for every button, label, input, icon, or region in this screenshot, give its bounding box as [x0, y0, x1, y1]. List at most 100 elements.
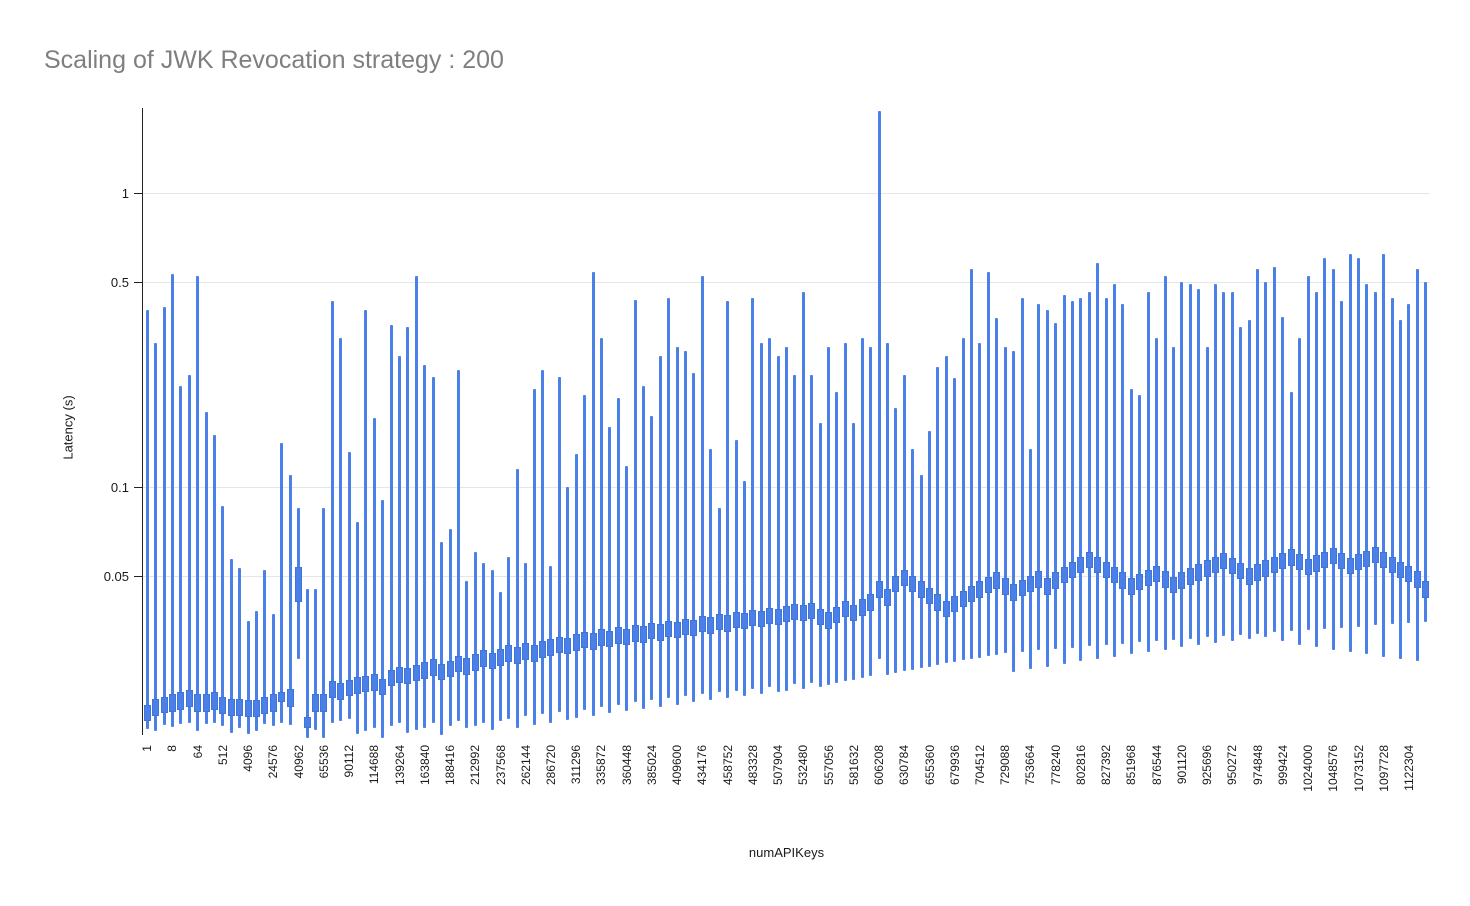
- candle-whisker[interactable]: [145, 309, 149, 730]
- candle-box[interactable]: [1144, 569, 1152, 587]
- candle-box[interactable]: [1380, 551, 1388, 569]
- candle-whisker[interactable]: [389, 324, 393, 726]
- candle-box[interactable]: [370, 674, 378, 691]
- candle-whisker[interactable]: [398, 356, 402, 724]
- candle-box[interactable]: [396, 666, 404, 684]
- candle-whisker[interactable]: [440, 542, 444, 736]
- candle-box[interactable]: [707, 617, 715, 634]
- candle-whisker[interactable]: [330, 300, 334, 724]
- candle-box[interactable]: [1371, 547, 1379, 564]
- candle-box[interactable]: [1405, 565, 1413, 583]
- candle-whisker[interactable]: [583, 395, 587, 710]
- candle-whisker[interactable]: [1138, 395, 1142, 643]
- candle-box[interactable]: [1329, 548, 1337, 565]
- candle-whisker[interactable]: [1331, 269, 1335, 650]
- candle-whisker[interactable]: [961, 338, 965, 661]
- candle-whisker[interactable]: [574, 453, 578, 718]
- candle-whisker[interactable]: [162, 306, 166, 726]
- candle-box[interactable]: [968, 585, 976, 603]
- candle-whisker[interactable]: [1357, 258, 1360, 627]
- candle-box[interactable]: [976, 581, 984, 598]
- candle-whisker[interactable]: [650, 415, 654, 701]
- candle-box[interactable]: [505, 645, 513, 662]
- candle-box[interactable]: [698, 616, 706, 633]
- candle-whisker[interactable]: [1113, 284, 1117, 657]
- candle-whisker[interactable]: [885, 342, 889, 675]
- candle-whisker[interactable]: [288, 474, 292, 726]
- candle-box[interactable]: [1043, 578, 1051, 595]
- candle-whisker[interactable]: [1129, 389, 1133, 655]
- candle-box[interactable]: [286, 688, 294, 707]
- candle-box[interactable]: [640, 626, 647, 643]
- candle-box[interactable]: [1422, 581, 1430, 598]
- candle-whisker[interactable]: [852, 423, 856, 680]
- candle-whisker[interactable]: [919, 474, 923, 669]
- candle-whisker[interactable]: [1399, 319, 1403, 659]
- candle-whisker[interactable]: [1247, 319, 1251, 639]
- candle-whisker[interactable]: [978, 342, 982, 658]
- candle-whisker[interactable]: [675, 346, 679, 705]
- candle-box[interactable]: [1026, 575, 1034, 592]
- candle-box[interactable]: [942, 600, 950, 618]
- candle-whisker[interactable]: [1415, 269, 1419, 662]
- candle-box[interactable]: [1279, 552, 1287, 570]
- candle-box[interactable]: [917, 581, 925, 598]
- candle-whisker[interactable]: [1096, 262, 1100, 659]
- candle-box[interactable]: [1186, 568, 1194, 585]
- candle-box[interactable]: [1178, 572, 1186, 589]
- candle-box[interactable]: [682, 618, 690, 635]
- candle-whisker[interactable]: [835, 392, 839, 684]
- candle-whisker[interactable]: [1020, 297, 1024, 652]
- candle-whisker[interactable]: [869, 346, 873, 677]
- candle-whisker[interactable]: [414, 276, 418, 731]
- candle-whisker[interactable]: [801, 292, 805, 689]
- candle-whisker[interactable]: [255, 610, 259, 731]
- candle-whisker[interactable]: [229, 558, 233, 733]
- candle-box[interactable]: [715, 613, 723, 631]
- candle-whisker[interactable]: [1239, 327, 1243, 635]
- candle-box[interactable]: [1010, 584, 1018, 601]
- candle-box[interactable]: [202, 694, 210, 712]
- candle-whisker[interactable]: [515, 469, 519, 728]
- candle-whisker[interactable]: [1163, 276, 1167, 650]
- candle-whisker[interactable]: [339, 338, 343, 721]
- candle-box[interactable]: [480, 650, 488, 668]
- candle-whisker[interactable]: [1104, 297, 1108, 646]
- candle-box[interactable]: [766, 607, 774, 624]
- candle-box[interactable]: [1413, 571, 1421, 588]
- candle-box[interactable]: [1111, 567, 1119, 584]
- candle-box[interactable]: [1136, 573, 1144, 591]
- candle-box[interactable]: [454, 656, 462, 673]
- candle-whisker[interactable]: [154, 342, 158, 731]
- candle-box[interactable]: [724, 615, 732, 632]
- candle-box[interactable]: [564, 637, 572, 655]
- candle-whisker[interactable]: [1037, 303, 1041, 651]
- candle-whisker[interactable]: [810, 375, 814, 683]
- candle-whisker[interactable]: [742, 480, 746, 697]
- candle-box[interactable]: [1119, 572, 1127, 589]
- candle-whisker[interactable]: [911, 448, 915, 670]
- candle-whisker[interactable]: [1230, 292, 1234, 641]
- candle-whisker[interactable]: [423, 364, 427, 728]
- candle-whisker[interactable]: [928, 431, 931, 667]
- candle-whisker[interactable]: [1045, 309, 1049, 667]
- candle-whisker[interactable]: [1281, 316, 1285, 641]
- candle-box[interactable]: [1069, 561, 1076, 579]
- candle-box[interactable]: [833, 606, 841, 623]
- candle-box[interactable]: [328, 681, 336, 699]
- candle-box[interactable]: [1296, 554, 1304, 571]
- candle-box[interactable]: [690, 619, 698, 637]
- candle-box[interactable]: [1228, 557, 1236, 575]
- candle-box[interactable]: [185, 689, 193, 707]
- candle-whisker[interactable]: [995, 318, 999, 655]
- candle-whisker[interactable]: [616, 398, 620, 706]
- candle-box[interactable]: [1321, 551, 1329, 569]
- candle-whisker[interactable]: [1003, 346, 1007, 654]
- candle-whisker[interactable]: [490, 570, 494, 731]
- candle-whisker[interactable]: [1028, 448, 1032, 670]
- candle-box[interactable]: [850, 604, 858, 622]
- candle-box[interactable]: [1169, 577, 1177, 594]
- candle-whisker[interactable]: [734, 439, 738, 691]
- candle-box[interactable]: [984, 576, 992, 594]
- candle-whisker[interactable]: [1180, 281, 1184, 648]
